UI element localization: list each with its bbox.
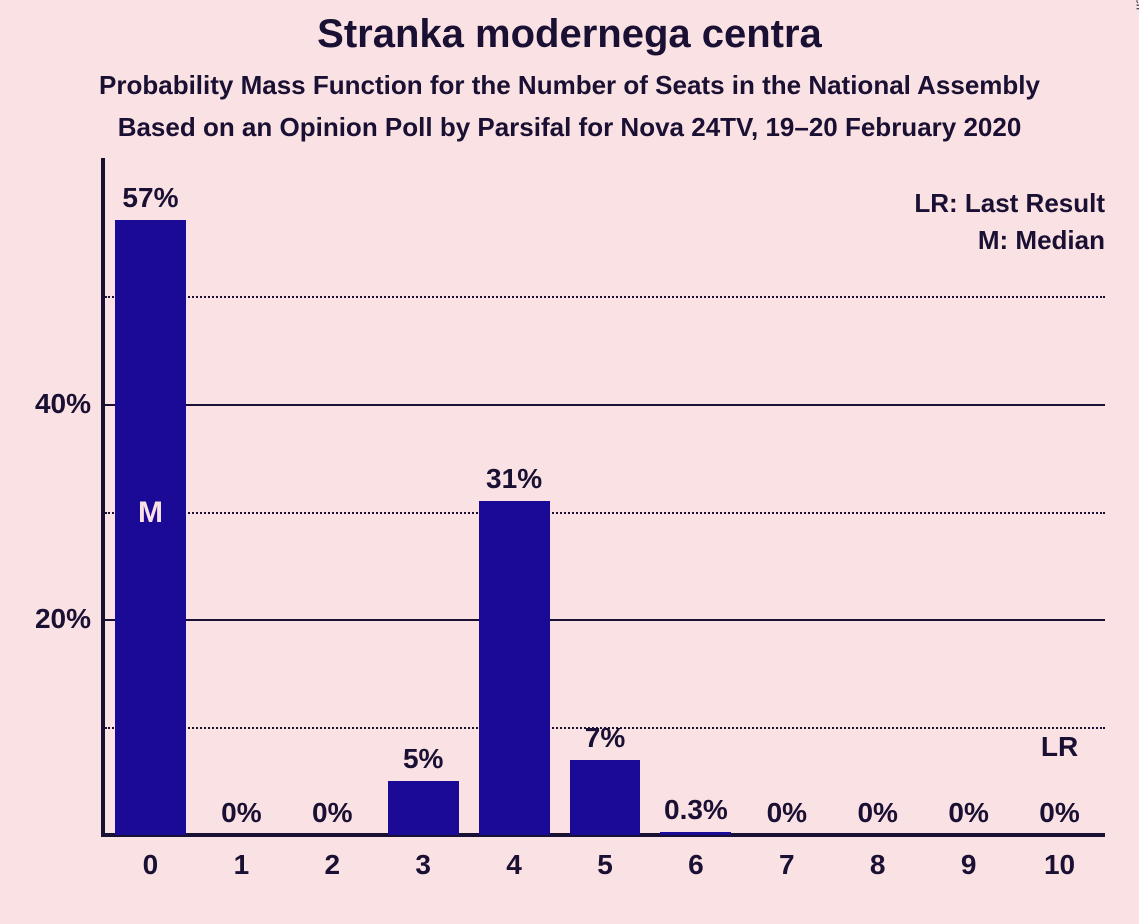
last-result-mark: LR — [1041, 731, 1078, 763]
x-tick-label: 10 — [1044, 835, 1075, 881]
bar-value-label: 0% — [857, 797, 897, 829]
x-tick-label: 6 — [688, 835, 704, 881]
copyright-text: © 2020 Filip van Laenen — [1133, 0, 1139, 10]
pmf-bar-chart: Stranka modernega centra Probability Mass… — [0, 0, 1139, 924]
bar-value-label: 0% — [1039, 797, 1079, 829]
gridline-minor — [105, 512, 1105, 514]
x-tick-label: 1 — [234, 835, 250, 881]
bar-value-label: 5% — [403, 743, 443, 775]
x-tick-label: 8 — [870, 835, 886, 881]
gridline-minor — [105, 296, 1105, 298]
y-tick-label: 40% — [35, 388, 105, 420]
x-tick-label: 0 — [143, 835, 159, 881]
gridline-major — [105, 404, 1105, 406]
bar-value-label: 0% — [221, 797, 261, 829]
x-tick-label: 5 — [597, 835, 613, 881]
chart-subtitle-1: Probability Mass Function for the Number… — [0, 70, 1139, 101]
x-tick-label: 7 — [779, 835, 795, 881]
bar-value-label: 7% — [585, 722, 625, 754]
y-axis-line — [101, 158, 105, 837]
bar — [570, 760, 641, 835]
bar — [479, 501, 550, 835]
bar-value-label: 57% — [122, 182, 178, 214]
bar-value-label: 31% — [486, 463, 542, 495]
bar-value-label: 0.3% — [664, 794, 728, 826]
legend-line: M: Median — [914, 225, 1105, 256]
bar-value-label: 0% — [312, 797, 352, 829]
legend-line: LR: Last Result — [914, 188, 1105, 219]
bar — [388, 781, 459, 835]
x-tick-label: 2 — [324, 835, 340, 881]
x-tick-label: 3 — [415, 835, 431, 881]
x-tick-label: 9 — [961, 835, 977, 881]
bar-value-label: 0% — [948, 797, 988, 829]
chart-title: Stranka modernega centra — [0, 12, 1139, 57]
legend: LR: Last Result M: Median — [914, 188, 1105, 262]
plot-area: 20%40%57%00%10%25%331%47%50.3%60%70%80%9… — [105, 188, 1105, 835]
median-mark: M — [138, 496, 163, 530]
chart-subtitle-2: Based on an Opinion Poll by Parsifal for… — [0, 112, 1139, 143]
bar-value-label: 0% — [767, 797, 807, 829]
y-tick-label: 20% — [35, 603, 105, 635]
x-tick-label: 4 — [506, 835, 522, 881]
gridline-major — [105, 619, 1105, 621]
